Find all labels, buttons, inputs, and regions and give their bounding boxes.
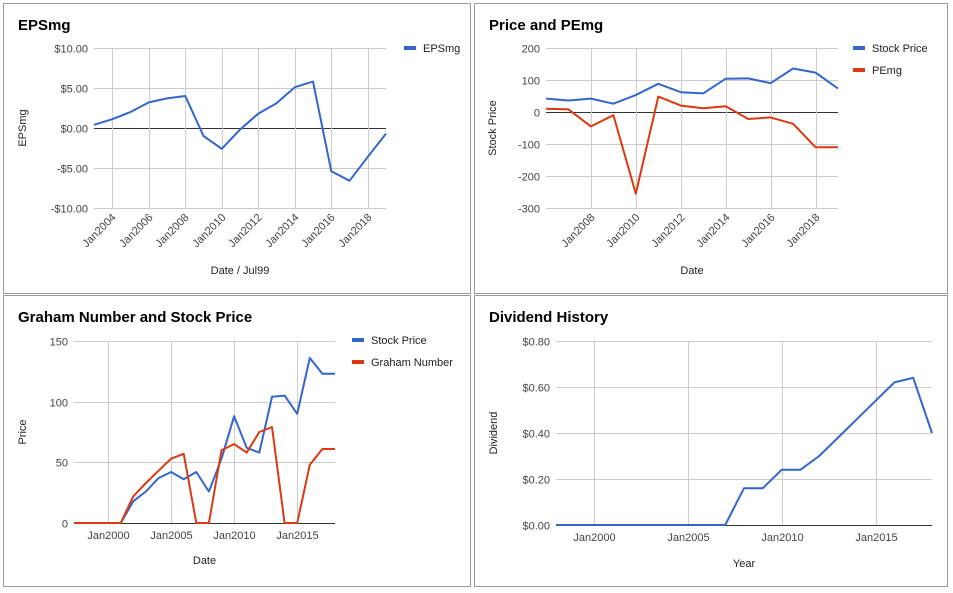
y-tick-label: 50: [56, 458, 68, 470]
chart-title: Dividend History: [489, 309, 609, 326]
legend-swatch: [853, 68, 865, 72]
x-axis-label: Date / Jul99: [211, 265, 270, 277]
y-tick-label: -$5.00: [57, 164, 88, 176]
panel-border: [474, 295, 948, 587]
y-tick-label: $0.80: [522, 337, 550, 349]
y-tick-label: 100: [50, 398, 68, 410]
panel-border: [3, 295, 471, 587]
legend-label: EPSmg: [423, 43, 460, 55]
y-tick-label: $0.40: [522, 429, 550, 441]
y-axis-label: Dividend: [488, 412, 500, 455]
legend-label: Stock Price: [872, 43, 928, 55]
y-tick-label: 200: [522, 44, 540, 56]
legend-label: Stock Price: [371, 335, 427, 347]
y-tick-label: $0.20: [522, 475, 550, 487]
y-tick-label: 0: [534, 108, 540, 120]
legend-label: PEmg: [872, 65, 902, 77]
legend-swatch: [853, 46, 865, 50]
y-tick-label: 0: [62, 519, 68, 531]
series-line-stock-price: [74, 357, 335, 524]
chart-panel-2: Price and PEmg2001000-100-200-300Jan2008…: [474, 3, 948, 294]
series-line-pemg: [545, 95, 838, 195]
chart-panel-1: EPSmg$10.00$5.00$0.00-$5.00-$10.00Jan200…: [3, 3, 471, 294]
legend-swatch: [352, 338, 364, 342]
legend-label: Graham Number: [371, 357, 453, 369]
y-tick-label: -300: [518, 204, 540, 216]
chart-title: Graham Number and Stock Price: [18, 309, 252, 326]
x-tick-label: Jan2015: [855, 532, 897, 544]
x-tick-label: Jan2010: [213, 530, 255, 542]
y-tick-label: -200: [518, 172, 540, 184]
legend-swatch: [352, 360, 364, 364]
chart-panel-4: Dividend History $0.80 $0.60 $0.40 $0.20 $0.0…: [474, 295, 948, 587]
y-tick-label: -$10.00: [51, 204, 88, 216]
y-axis-label: Price: [17, 419, 29, 444]
x-tick-label: Jan2010: [761, 532, 803, 544]
y-tick-label: $0.00: [522, 521, 550, 533]
x-tick-label: Jan2005: [150, 530, 192, 542]
y-tick-label: $0.00: [60, 124, 88, 136]
chart-title: Price and PEmg: [489, 17, 603, 34]
y-tick-label: $5.00: [60, 84, 88, 96]
series-line-graham-number: [74, 426, 335, 524]
y-tick-label: $10.00: [54, 44, 88, 56]
y-axis-label: Stock Price: [487, 100, 499, 156]
x-tick-label: Jan2000: [87, 530, 129, 542]
x-tick-label: Jan2000: [573, 532, 615, 544]
x-axis-label: Year: [733, 558, 756, 570]
series-line-stock-price: [545, 67, 839, 105]
chart-title: EPSmg: [18, 17, 71, 34]
x-axis-label: Date: [680, 265, 703, 277]
panel-border: [474, 3, 948, 294]
y-tick-label: 150: [50, 337, 68, 349]
x-tick-label: Jan2005: [667, 532, 709, 544]
y-tick-label: $0.60: [522, 383, 550, 395]
y-tick-label: 100: [522, 76, 540, 88]
y-axis-label: EPSmg: [17, 109, 29, 146]
x-axis-label: Date: [193, 555, 216, 567]
chart-panel-3: Graham Number and Stock Price 150 100 50 0 Ja…: [3, 295, 471, 587]
panel-border: [3, 3, 471, 294]
x-tick-label: Jan2015: [276, 530, 318, 542]
y-tick-label: -100: [518, 140, 540, 152]
legend-swatch: [404, 46, 416, 50]
